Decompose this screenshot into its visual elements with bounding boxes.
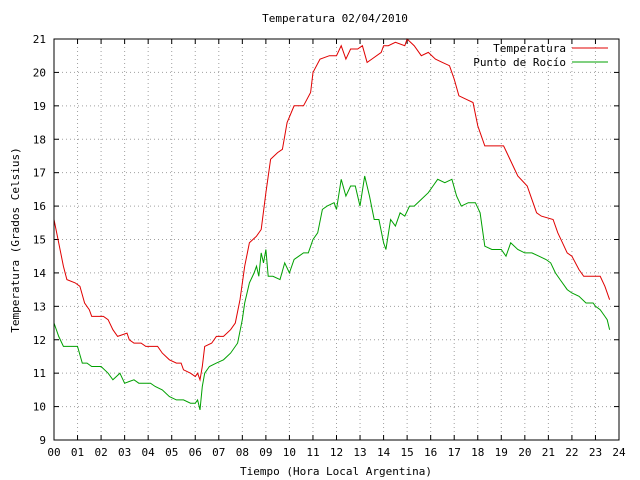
x-tick-label: 20 (518, 446, 531, 459)
y-tick-label: 10 (33, 401, 46, 414)
x-tick-label: 22 (565, 446, 578, 459)
y-axis-label: Temperatura (Grados Celsius) (9, 147, 22, 332)
series-line-0 (53, 38, 611, 382)
x-tick-label: 24 (612, 446, 626, 459)
y-tick-label: 13 (33, 300, 46, 313)
x-tick-label: 08 (236, 446, 249, 459)
x-tick-label: 04 (142, 446, 156, 459)
series-lines (53, 38, 611, 411)
x-tick-label: 14 (377, 446, 391, 459)
axis-ticks: 00 01 02 03 04 05 06 07 08 09 10 11 12 13 14 15 16 17 18 19… (33, 33, 626, 459)
y-tick-label: 15 (33, 234, 46, 247)
y-tick-label: 21 (33, 33, 46, 46)
y-tick-label: 9 (39, 434, 46, 447)
plot-area-frame (53, 38, 620, 441)
x-tick-label: 09 (259, 446, 272, 459)
y-tick-label: 19 (33, 100, 46, 113)
x-tick-label: 06 (189, 446, 202, 459)
x-tick-label: 18 (471, 446, 484, 459)
x-tick-label: 17 (448, 446, 461, 459)
x-tick-label: 15 (401, 446, 414, 459)
legend-label-1: Punto de Rocío (473, 56, 566, 69)
x-tick-label: 01 (71, 446, 84, 459)
y-tick-label: 17 (33, 167, 46, 180)
y-tick-label: 18 (33, 133, 46, 146)
chart-title: Temperatura 02/04/2010 (262, 12, 408, 25)
x-tick-label: 02 (94, 446, 107, 459)
x-tick-label: 13 (353, 446, 366, 459)
x-tick-label: 21 (542, 446, 555, 459)
y-tick-label: 16 (33, 200, 46, 213)
y-tick-label: 20 (33, 66, 46, 79)
x-tick-label: 10 (283, 446, 296, 459)
x-axis-label: Tiempo (Hora Local Argentina) (240, 465, 432, 478)
y-tick-label: 12 (33, 334, 46, 347)
y-tick-label: 14 (33, 267, 47, 280)
x-tick-label: 05 (165, 446, 178, 459)
y-tick-label: 11 (33, 367, 46, 380)
legend-label-0: Temperatura (493, 42, 566, 55)
x-tick-label: 03 (118, 446, 131, 459)
series-line-1 (53, 175, 611, 411)
grid (54, 39, 619, 440)
x-tick-label: 00 (47, 446, 60, 459)
x-tick-label: 12 (330, 446, 343, 459)
x-tick-label: 11 (306, 446, 319, 459)
x-tick-label: 19 (495, 446, 508, 459)
x-tick-label: 07 (212, 446, 225, 459)
x-tick-label: 16 (424, 446, 437, 459)
x-tick-label: 23 (589, 446, 602, 459)
